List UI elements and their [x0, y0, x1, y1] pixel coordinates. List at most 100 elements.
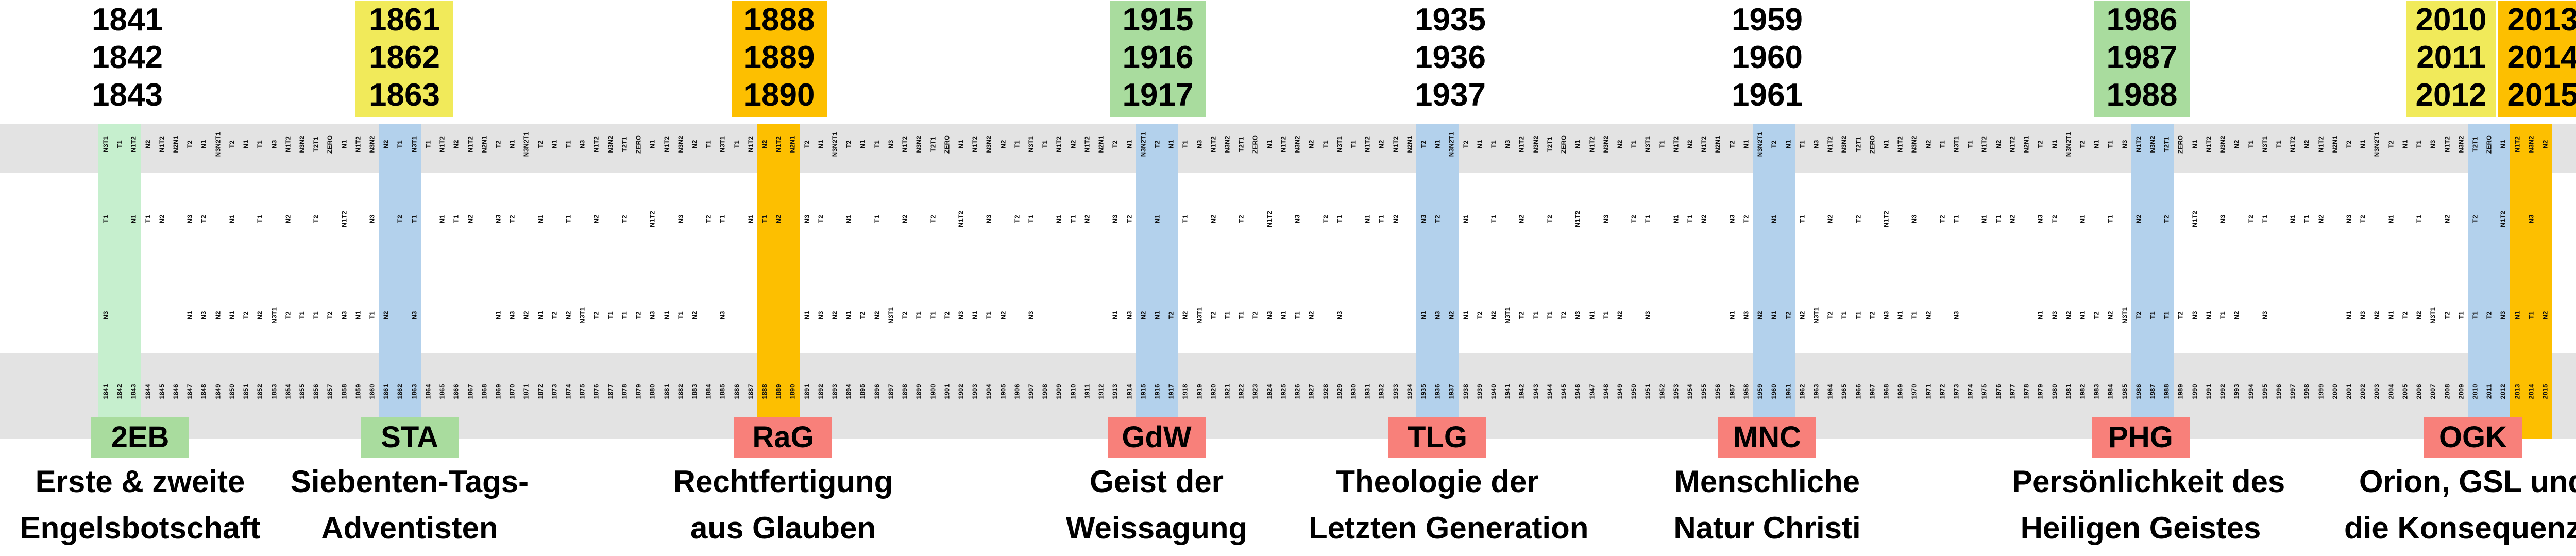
year-label: 1890	[743, 77, 815, 113]
column-code-top: N1T2	[1055, 136, 1063, 153]
column-code-middle: T2	[1013, 215, 1021, 223]
year-column: N3N2 T1 1921	[1223, 124, 1231, 439]
year-column: N1 T2 1961	[1781, 124, 1795, 439]
column-year: 1910	[1069, 384, 1077, 399]
period-title-line: Rechtfertigung	[673, 464, 893, 499]
column-year: 1927	[1307, 384, 1315, 399]
column-year: 1959	[1756, 384, 1764, 399]
year-column: N2 N2 1971	[1924, 124, 1933, 439]
column-code-lower: N1	[1111, 311, 1119, 320]
column-code-top: N3N2T1	[1447, 131, 1455, 157]
year-label: 1960	[1732, 40, 1803, 75]
column-year: 1913	[1111, 384, 1119, 399]
column-code-middle: T2	[312, 215, 320, 223]
period-title: Orion, GSL und die Konsequenzen	[2344, 459, 2576, 551]
column-code-top: T1	[1349, 140, 1358, 148]
column-code-middle: T2	[817, 215, 825, 223]
column-code-top: N2	[1924, 140, 1933, 149]
column-code-lower: N2	[831, 311, 839, 320]
year-column: N3 N3T1 1919	[1195, 124, 1204, 439]
column-code-middle: N1	[438, 214, 446, 224]
year-label: 1959	[1732, 2, 1803, 38]
column-code-lower: N3T1	[1195, 307, 1204, 324]
column-code-middle: T1	[718, 215, 726, 223]
column-code-top: N3	[1812, 140, 1820, 149]
column-code-top: N1	[1167, 140, 1175, 149]
column-year: 2011	[2485, 384, 2493, 399]
year-column: T2 N1 N1 2004	[2387, 124, 2395, 439]
column-code-top: T2	[1770, 140, 1778, 148]
column-code-middle: T2	[1546, 215, 1554, 223]
column-code-lower: N3	[1952, 311, 1960, 320]
column-year: 1905	[999, 384, 1007, 399]
year-column: N1T2 N2 1867	[466, 124, 474, 439]
column-code-lower: T1	[368, 311, 376, 319]
column-code-middle: N2	[1517, 214, 1526, 224]
year-label: 1863	[369, 77, 440, 113]
year-column: N1 T2 N3 1870	[509, 124, 516, 439]
column-year: 1979	[2036, 384, 2044, 399]
year-column: T2T1 T2 T1 1944	[1546, 124, 1554, 439]
column-code-lower: T1	[1237, 311, 1245, 319]
year-label: 1889	[743, 40, 815, 75]
column-year: 1894	[844, 384, 853, 399]
year-column: N3N2T1 N2 2003	[2373, 124, 2381, 439]
year-label: 1862	[369, 40, 440, 75]
column-code-middle: N1	[1672, 214, 1680, 224]
column-year: 1889	[774, 384, 783, 399]
column-code-lower: N3	[2359, 311, 2367, 320]
column-code-lower: N1	[2036, 311, 2044, 320]
column-code-top: N3T1	[101, 136, 110, 153]
year-column: N3N2 T1 1987	[2145, 124, 2160, 439]
column-code-top: N1T2	[747, 136, 755, 153]
column-year: 1937	[1447, 384, 1455, 399]
column-code-middle: T2	[199, 215, 208, 223]
column-code-middle: T2	[1237, 215, 1245, 223]
column-code-lower: N2	[2415, 311, 2423, 320]
year-column: N3 N3T1 1985	[2121, 124, 2128, 439]
column-code-top: N1	[1265, 140, 1274, 149]
column-year: 1992	[2218, 384, 2227, 399]
column-code-lower: T2	[2401, 311, 2409, 319]
column-code-top: N3N2T1	[2064, 131, 2073, 157]
column-code-top: N3N2	[2527, 136, 2535, 153]
column-year: 1980	[2050, 384, 2059, 399]
column-code-lower: T1	[2457, 311, 2465, 319]
column-code-top: N2N1	[1097, 136, 1105, 153]
column-code-lower: T1	[929, 311, 937, 319]
column-year: 1941	[1503, 384, 1512, 399]
column-code-middle: N3	[1419, 214, 1428, 224]
year-column: T2 N3 N1 1913	[1111, 124, 1119, 439]
year-column: N2 T1 1866	[452, 124, 460, 439]
year-column: T1 1842	[112, 124, 127, 439]
column-code-middle: N1T2	[2191, 211, 2199, 227]
period-title-line: Letzten Generation	[1309, 511, 1589, 545]
column-code-top: N3T1	[1952, 136, 1960, 153]
column-code-middle: N3	[1728, 214, 1736, 224]
column-code-middle: N3	[368, 214, 376, 224]
year-label: 2014	[2507, 40, 2576, 75]
column-code-top: T1	[1013, 140, 1021, 148]
column-year: 1867	[466, 384, 474, 399]
column-year: 1863	[410, 384, 418, 399]
column-code-top: T1	[2106, 140, 2114, 148]
column-code-top: N1T2	[1980, 136, 1988, 153]
column-year: 2007	[2429, 384, 2437, 399]
year-column: T1 T1 N2 1874	[565, 124, 572, 439]
year-column: N3N2 T1 1877	[606, 124, 614, 439]
column-code-middle: T2	[1742, 215, 1750, 223]
column-code-middle: N1T2	[648, 211, 656, 227]
column-year: 1921	[1223, 384, 1231, 399]
column-year: 2005	[2401, 384, 2409, 399]
column-code-top: N1	[1742, 140, 1750, 149]
year-column: N1 N1T2 N3 2012	[2496, 124, 2510, 439]
column-code-top: T2	[2345, 140, 2353, 148]
period-title-line: Siebenten-Tags-	[290, 464, 529, 499]
period-abbr-badge: 2EB	[91, 417, 189, 458]
column-year: 1942	[1517, 384, 1526, 399]
column-code-top: T2	[1153, 140, 1161, 148]
column-year: 1907	[1027, 384, 1035, 399]
column-code-lower: N2	[256, 311, 264, 320]
column-year: 2009	[2457, 384, 2465, 399]
column-year: 1848	[199, 384, 208, 399]
